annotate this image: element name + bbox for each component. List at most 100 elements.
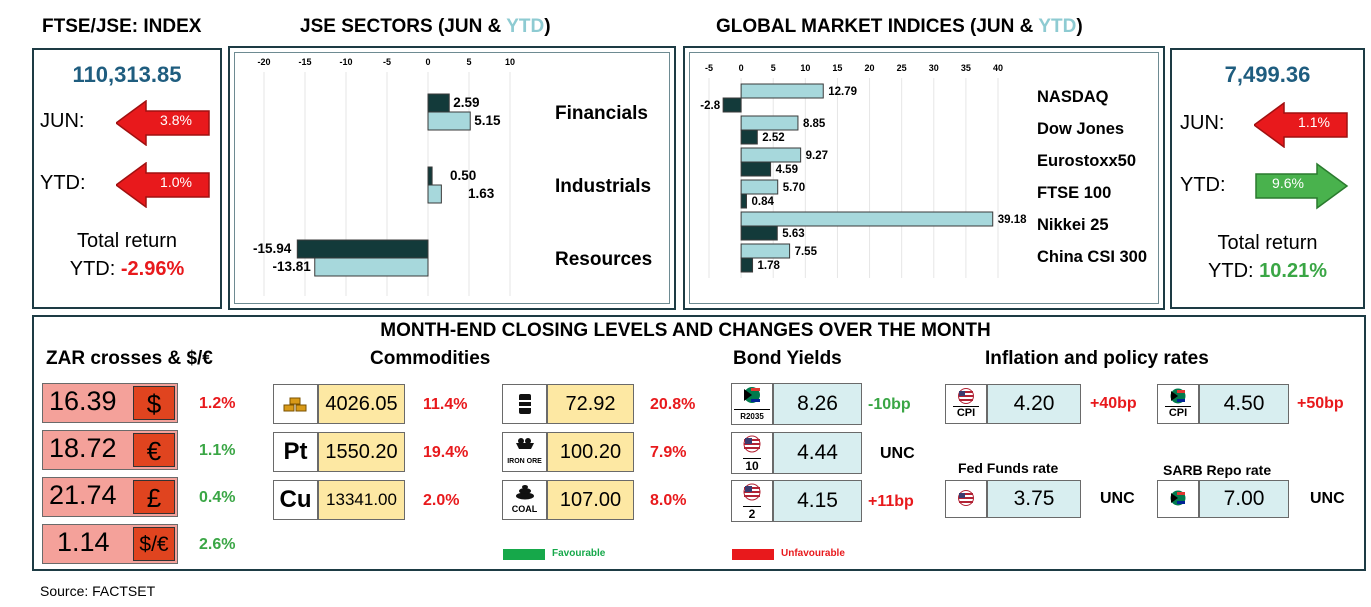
gold-bars-icon (274, 391, 317, 420)
commodity-value: 1550.20 (318, 432, 405, 472)
bond-yield-change: -10bp (868, 396, 911, 413)
sector-tick-label: -15 (298, 57, 311, 67)
jun-label: JUN: (40, 110, 85, 132)
commodities-header: Commodities (370, 348, 491, 369)
zar-cross-change: 0.4% (199, 489, 236, 506)
zar-cross-box: 1.14 $/€ (42, 524, 178, 564)
sa-flag-icon (732, 386, 772, 409)
fed-icon-cell (945, 480, 987, 518)
favourable-label: Favourable (552, 548, 606, 559)
zar-cross-box: 18.72 € (42, 430, 178, 470)
global-bar-label-ytd: 7.55 (795, 246, 818, 258)
global-bar-label-jun: 0.84 (752, 196, 775, 208)
sa-cpi-value: 4.50 (1199, 384, 1289, 424)
sarb-icon-cell (1157, 480, 1199, 518)
sarb-repo-label: SARB Repo rate (1163, 462, 1272, 478)
global-bar-ytd (740, 147, 802, 163)
currency-symbol-icon: £ (133, 480, 175, 514)
global-tick-label: 15 (832, 63, 842, 73)
commodity-change: 20.8% (650, 396, 696, 413)
sector-bar-label: 1.63 (468, 186, 495, 201)
bond-tenor-label: 2 (743, 506, 761, 521)
commodity-name-label: IRON ORE (507, 458, 542, 465)
global-bar-ytd (740, 243, 791, 259)
global-tick-label: 0 (739, 63, 744, 73)
unfavourable-label: Unfavourable (781, 548, 845, 559)
sector-bar (427, 93, 450, 113)
zar-cross-box: 16.39 $ (42, 383, 178, 423)
total-return-label-right: Total return (1217, 232, 1318, 254)
sector-bar-label: -15.94 (253, 241, 292, 256)
ytd-label-right: YTD: (1180, 174, 1226, 196)
currency-symbol-icon: $/€ (133, 527, 175, 561)
commodity-value: 4026.05 (318, 384, 405, 424)
ytd-down-arrow-icon (116, 162, 210, 208)
sa-cpi-label: CPI (1165, 406, 1191, 419)
total-return-ytd: YTD: -2.96% (69, 258, 185, 280)
sector-bar (427, 111, 471, 131)
sector-bar (427, 184, 442, 204)
unfavourable-swatch (732, 549, 774, 560)
global-category-label: Eurostoxx50 (1037, 152, 1136, 170)
commodity-change: 19.4% (423, 444, 469, 461)
commodity-icon-cell: IRON ORE (502, 432, 547, 472)
sector-tick-label: 10 (505, 57, 515, 67)
bond-yield-change: UNC (880, 445, 915, 462)
total-return-ytd-right: YTD: 10.21% (1208, 260, 1327, 282)
ytd-label: YTD: (40, 172, 86, 194)
us-flag-icon (958, 388, 974, 404)
sector-bar (427, 166, 433, 186)
us-cpi-change: +40bp (1090, 395, 1137, 412)
global-bar-jun (740, 161, 772, 177)
ftse-jse-panel: 110,313.85 JUN: 3.8% YTD: 1.0% Total ret… (32, 48, 222, 309)
commodity-change: 11.4% (423, 396, 468, 413)
inflation-header: Inflation and policy rates (985, 348, 1209, 369)
global-bar-jun (740, 225, 778, 241)
jse-sectors-title: JSE SECTORS (JUN & YTD) (300, 16, 551, 37)
currency-symbol-icon: $ (133, 386, 175, 420)
sector-bar (314, 257, 429, 277)
global-bar-label-jun: 1.78 (758, 260, 781, 272)
oil-barrel-icon (503, 391, 546, 422)
global-bar-label-ytd: 9.27 (806, 150, 828, 162)
global-category-label: Nikkei 25 (1037, 216, 1109, 234)
sector-tick-label: -10 (339, 57, 352, 67)
jun-down-arrow-icon (116, 100, 210, 146)
jse-sectors-panel: -20 -15 -10 -5 0 5 10 2.59 5.15 Financials 0.50 1.6… (228, 46, 676, 310)
global-category-label: FTSE 100 (1037, 184, 1111, 202)
month-end-title: MONTH-END CLOSING LEVELS AND CHANGES OVE… (380, 320, 991, 341)
us-flag-icon (732, 435, 772, 458)
global-bar-label-ytd: 12.79 (828, 86, 857, 98)
us-flag-icon (958, 490, 974, 506)
sector-tick-label: -20 (257, 57, 270, 67)
bond-icon-cell: R2035 (731, 383, 773, 425)
global-indices-chart: -5 0 5 10 15 20 25 30 35 40 12.79 -2.8 NASDAQ 8.85 2.5… (700, 63, 1147, 278)
global-tick-label: -5 (705, 63, 713, 73)
zar-cross-change: 1.2% (199, 395, 236, 412)
global-bar-label-jun: 4.59 (776, 164, 798, 176)
currency-symbol-icon: € (133, 433, 175, 467)
jun-label-right: JUN: (1180, 112, 1225, 134)
sector-category-label: Industrials (555, 176, 651, 197)
global-tick-label: 30 (929, 63, 939, 73)
global-tick-label: 25 (897, 63, 907, 73)
sector-bar-label: 2.59 (453, 95, 479, 110)
commodity-symbol-label: Cu (279, 486, 312, 513)
zar-cross-value: 18.72 (49, 433, 117, 463)
favourable-swatch (503, 549, 545, 560)
global-indices-title: GLOBAL MARKET INDICES (JUN & YTD) (716, 16, 1083, 37)
sector-bar-label: -13.81 (272, 259, 311, 274)
sector-bar-label: 0.50 (450, 168, 476, 183)
sa-cpi-icon-cell: CPI (1157, 384, 1199, 424)
global-bar-ytd (740, 179, 779, 195)
bond-icon-cell: 10 (731, 432, 773, 474)
commodity-change: 8.0% (650, 492, 687, 509)
sector-bar (296, 239, 429, 259)
commodity-icon-cell (273, 384, 318, 424)
commodity-value: 100.20 (547, 432, 634, 472)
commodity-symbol-label: Pt (283, 438, 308, 465)
ytd-change-value: 1.0% (160, 174, 192, 190)
bond-icon-cell: 2 (731, 480, 773, 522)
jun-down-arrow-right-icon (1254, 102, 1348, 148)
global-bar-jun (722, 97, 742, 113)
